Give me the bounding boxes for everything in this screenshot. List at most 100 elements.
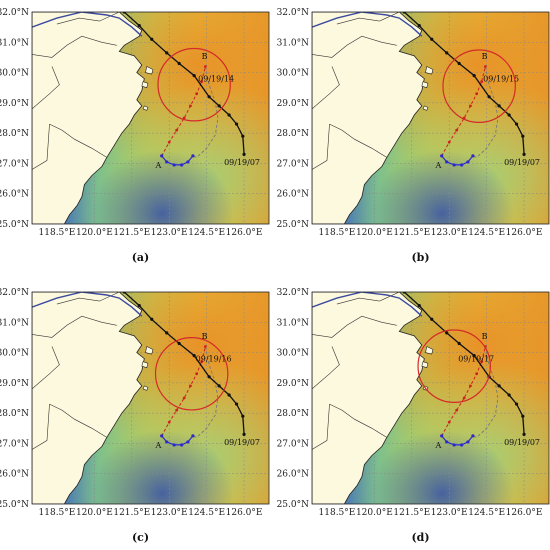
province-border [336, 12, 400, 25]
x-tick-label: 118.5°E [319, 228, 356, 238]
typhoon-track-point [514, 402, 519, 406]
typhoon-track-point [150, 37, 154, 41]
path-red-point [480, 360, 484, 364]
path-blue-point [172, 163, 176, 167]
influence-circle [442, 49, 516, 123]
province-border [312, 66, 340, 110]
province-border [32, 404, 50, 450]
land-area [312, 12, 425, 224]
island [425, 66, 434, 75]
typhoon-track-point [242, 152, 246, 156]
path-blue-point [452, 443, 456, 447]
x-tick-label: 120.0°E [76, 228, 113, 238]
path-dashed [472, 66, 499, 158]
point-b-label: B [202, 52, 208, 61]
y-tick-label: 29.0°N [277, 379, 310, 389]
path-blue-point [186, 160, 190, 164]
province-border [32, 346, 60, 390]
island [141, 361, 149, 369]
land-area [312, 292, 425, 504]
panel-caption: (a) [132, 251, 150, 264]
typhoon-track-point [217, 384, 221, 388]
x-tick-label: 121.5°E [113, 228, 150, 238]
y-tick-label: 29.0°N [0, 379, 29, 389]
path-blue-point [160, 154, 164, 158]
map-field: A B 09/19/14 09/19/07 [32, 12, 269, 224]
typhoon-track-point [430, 317, 434, 321]
typhoon-track [123, 12, 245, 155]
typhoon-track-point [137, 24, 141, 28]
path-blue-point [165, 440, 169, 444]
path-red-point [483, 65, 487, 68]
typhoon-track-point [165, 331, 169, 335]
typhoon-track-point [430, 37, 434, 41]
y-tick-label: 25.0°N [0, 500, 29, 510]
path-red-point [455, 128, 459, 132]
path-dashed [192, 346, 219, 438]
y-tick-label: 27.0°N [277, 439, 310, 449]
typhoon-track-point [472, 74, 476, 78]
typhoon-track-point [241, 414, 245, 418]
x-tick-label: 121.5°E [393, 228, 430, 238]
typhoon-track-point [177, 61, 181, 66]
path-red-point [469, 384, 472, 388]
panel-caption: (d) [411, 531, 429, 544]
path-red-point [189, 104, 192, 108]
province-border [49, 123, 107, 158]
map-frame [31, 291, 270, 505]
y-tick-label: 25.0°N [277, 220, 310, 230]
typhoon-track-point [227, 113, 231, 117]
x-tick-label: 123.0°E [431, 508, 468, 518]
path-blue-point [186, 440, 190, 444]
typhoon-track-point [227, 393, 231, 397]
y-tick-label: 28.0°N [0, 129, 29, 139]
path-dashed [192, 66, 219, 158]
typhoon-track-point [417, 304, 421, 308]
path-red-point [189, 384, 192, 388]
province-border [56, 12, 120, 25]
x-tick-label: 126.0°E [226, 508, 263, 518]
typhoon-track-point [497, 384, 501, 388]
path-red-point [182, 116, 186, 120]
point-a-label: A [154, 441, 161, 450]
path-red-point [475, 372, 479, 376]
time-label: 09/19/17 [458, 355, 494, 364]
path-red-point [203, 65, 207, 68]
path-red-point [182, 396, 186, 400]
y-tick-label: 30.0°N [0, 69, 29, 79]
path-blue-point [440, 434, 444, 438]
time-label: 09/19/16 [196, 355, 232, 364]
typhoon-track-point [487, 95, 491, 99]
x-tick-label: 123.0°E [151, 228, 188, 238]
y-tick-label: 31.0°N [277, 38, 310, 48]
x-tick-label: 126.0°E [226, 228, 263, 238]
y-tick-label: 29.0°N [277, 99, 310, 109]
province-border [56, 292, 120, 305]
path-red-point [195, 92, 199, 96]
map-frame [311, 11, 550, 225]
province-border [312, 346, 340, 390]
y-tick-label: 28.0°N [0, 409, 29, 419]
typhoon-track-point [457, 341, 461, 346]
path-red-point [167, 140, 171, 144]
path-blue-point [180, 443, 184, 447]
province-border [32, 66, 60, 110]
path-blue-point [460, 163, 464, 167]
path-red-point [462, 396, 466, 400]
y-tick-label: 26.0°N [0, 190, 29, 200]
x-tick-label: 123.0°E [151, 508, 188, 518]
typhoon-track-point [234, 122, 239, 126]
typhoon-track-point [207, 375, 211, 379]
path-red [441, 66, 486, 157]
point-a-label: A [434, 441, 441, 450]
typhoon-track-point [445, 331, 449, 335]
province-border [32, 124, 50, 170]
typhoon-track-point [241, 134, 245, 138]
path-red-point [475, 92, 479, 96]
path-red [161, 346, 206, 437]
island [421, 361, 429, 369]
y-tick-label: 29.0°N [0, 99, 29, 109]
path-red-point [447, 420, 451, 424]
path-blue-point [471, 434, 475, 438]
